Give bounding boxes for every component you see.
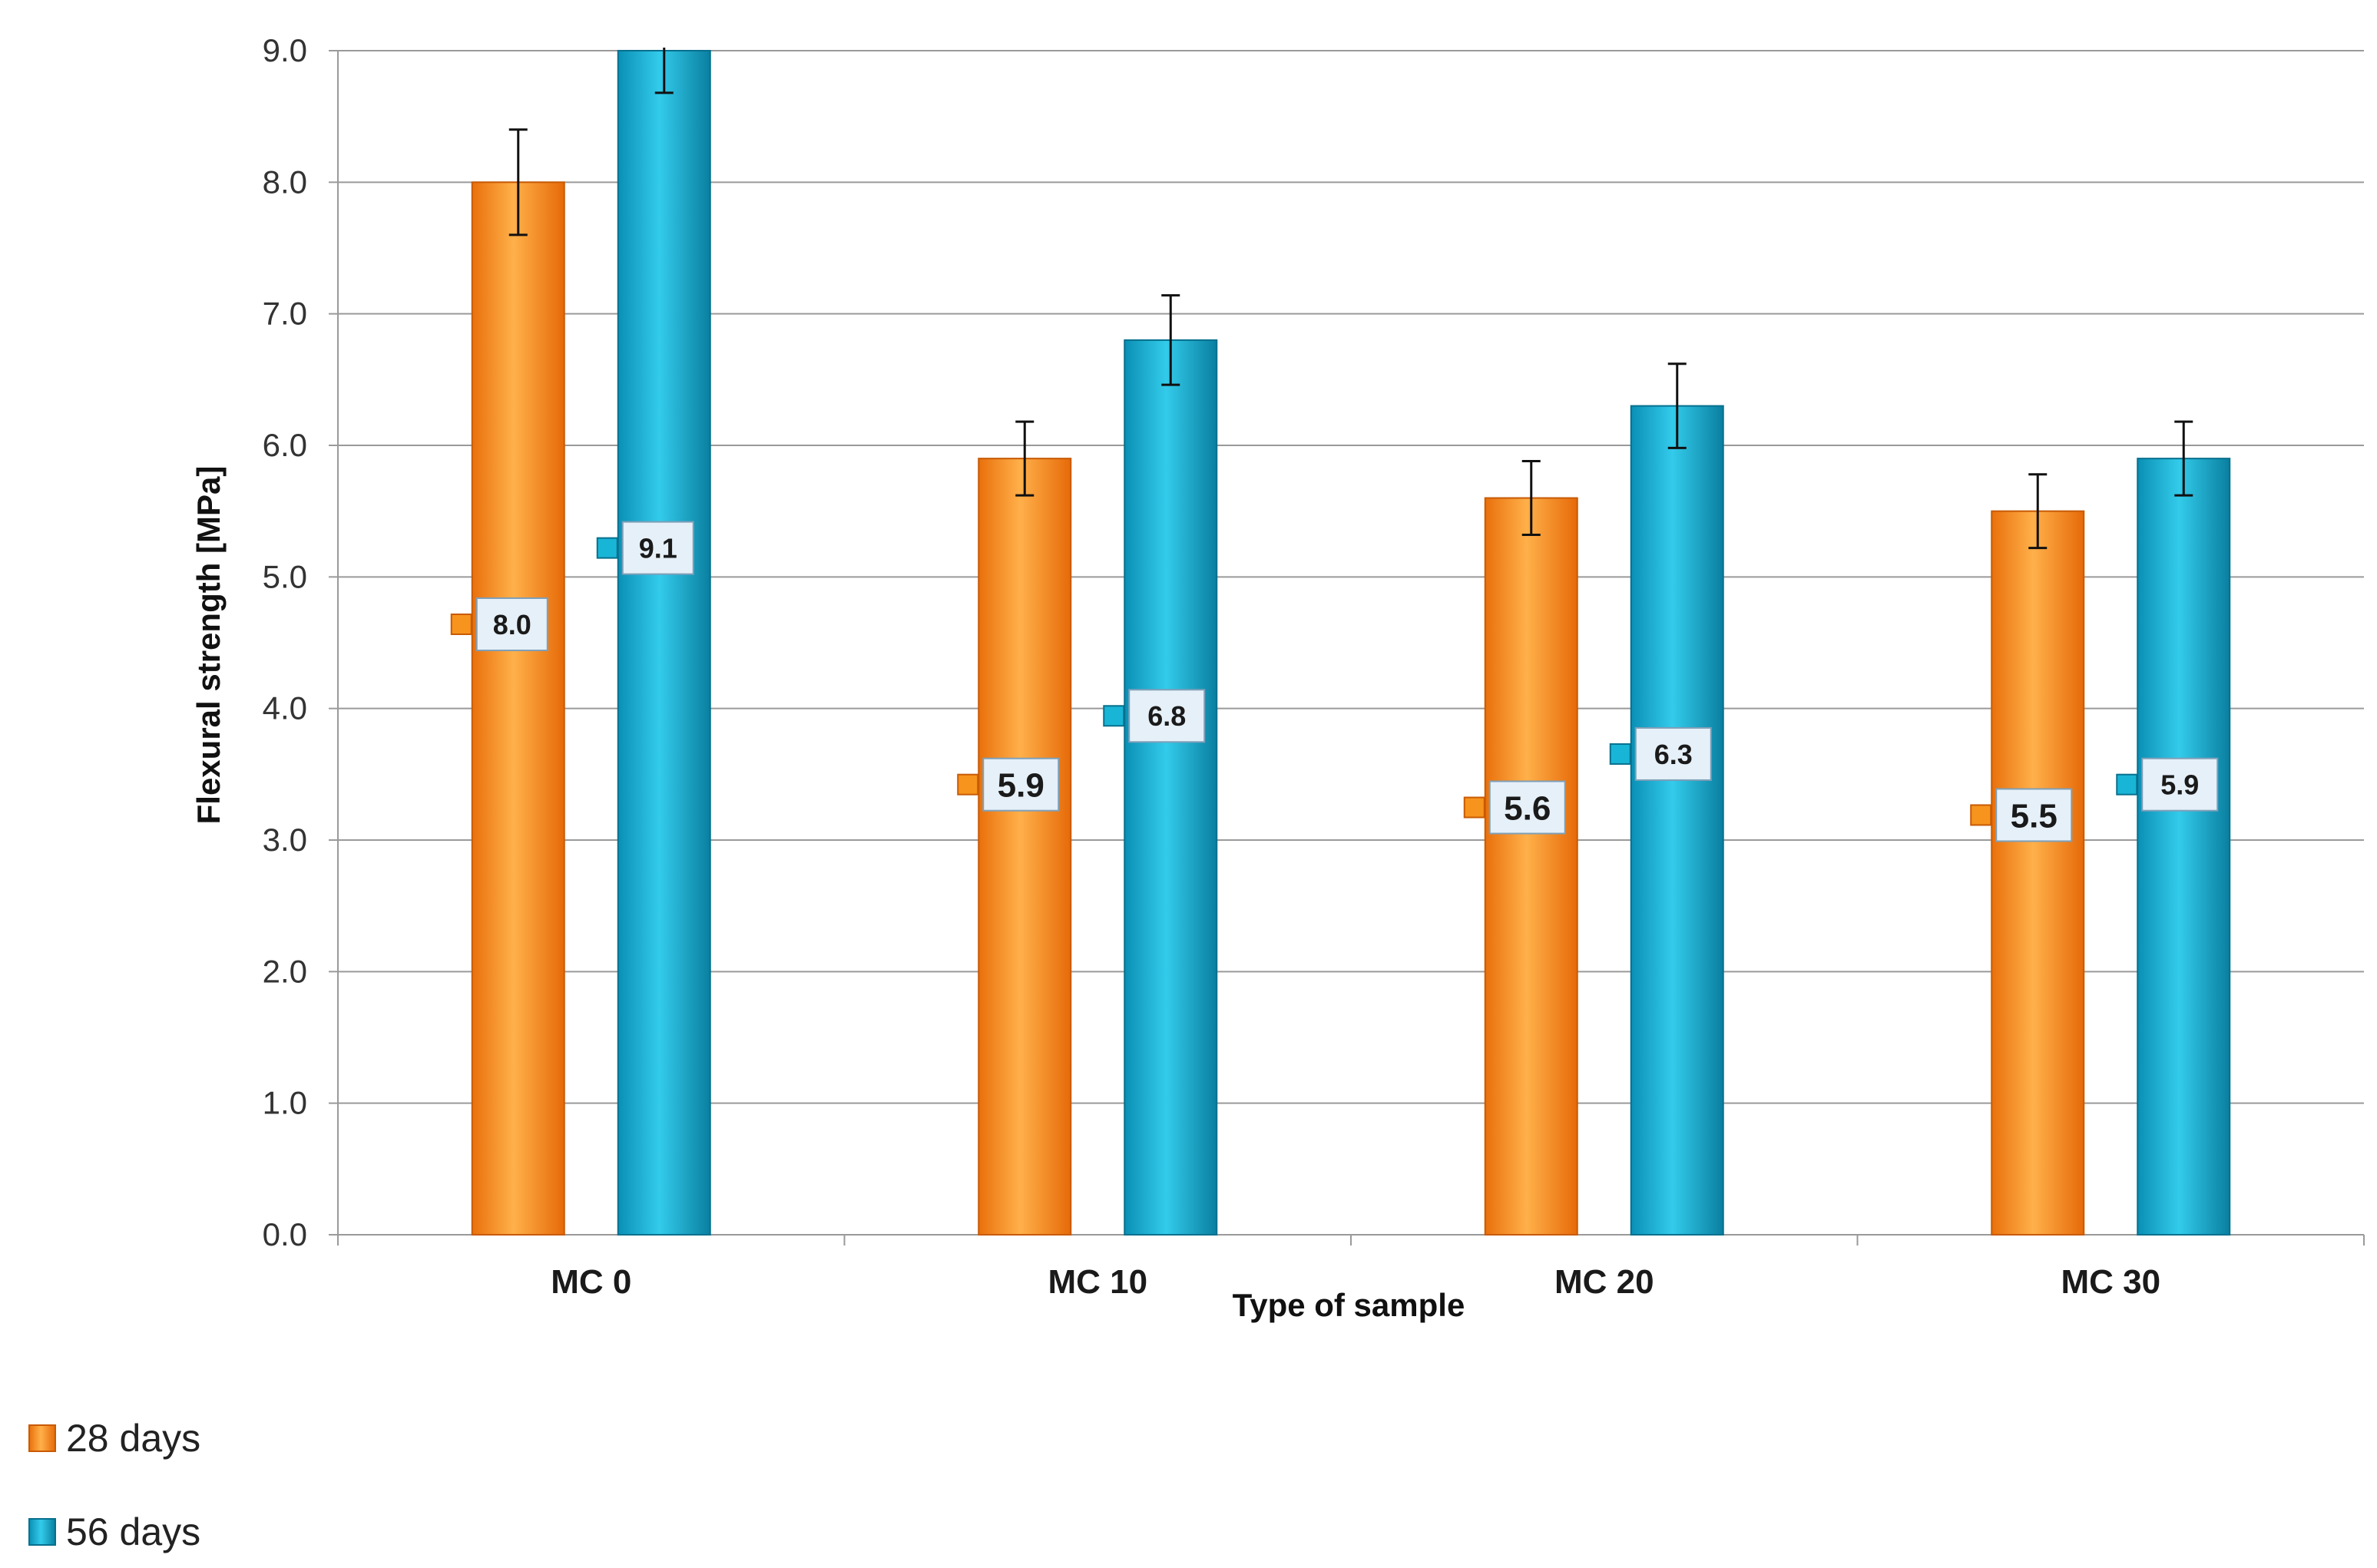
bar-56-days <box>2137 458 2231 1236</box>
y-tick-label: 1.0 <box>263 1085 307 1121</box>
y-tick-label: 2.0 <box>263 953 307 989</box>
legend-item-28-days: 28 days <box>28 1417 200 1460</box>
svg-text:6.3: 6.3 <box>1654 739 1693 770</box>
y-tick-label: 7.0 <box>263 296 307 332</box>
svg-text:28 days: 28 days <box>66 1417 200 1460</box>
error-bars <box>508 48 2193 550</box>
data-label-28-days: 8.0 <box>450 597 548 652</box>
x-category-label: MC 10 <box>1048 1263 1147 1301</box>
legend: 28 days 56 days <box>28 1417 200 1553</box>
y-tick-label: 6.0 <box>263 427 307 463</box>
error-bar <box>2174 420 2193 497</box>
y-tick-label: 3.0 <box>263 822 307 858</box>
x-category-label: MC 30 <box>2061 1263 2160 1301</box>
bar-28-days <box>471 181 565 1236</box>
y-tick-label: 9.0 <box>263 32 307 68</box>
y-tick-label: 5.0 <box>263 558 307 594</box>
y-tick-label: 4.0 <box>263 690 307 726</box>
x-axis-title: Type of sample <box>1233 1287 1465 1323</box>
bar-28-days <box>1991 510 2085 1236</box>
data-label-56-days: 6.8 <box>1103 689 1206 743</box>
error-bar <box>654 48 674 94</box>
bar-28-days <box>978 458 1072 1236</box>
error-bar <box>1667 362 1687 449</box>
svg-text:5.9: 5.9 <box>998 767 1044 805</box>
svg-text:9.1: 9.1 <box>639 533 677 564</box>
svg-text:8.0: 8.0 <box>493 609 531 640</box>
legend-item-56-days: 56 days <box>28 1510 200 1553</box>
svg-text:6.8: 6.8 <box>1147 700 1186 732</box>
data-label-28-days: 5.5 <box>1970 788 2073 842</box>
error-bar <box>1521 460 1541 537</box>
bars <box>471 50 2231 1236</box>
svg-text:5.5: 5.5 <box>2011 797 2058 835</box>
data-label-56-days: 9.1 <box>596 521 694 575</box>
y-axis-title: Flexural strength [MPa] <box>190 466 227 825</box>
svg-text:5.9: 5.9 <box>2160 769 2199 801</box>
bar-28-days <box>1484 497 1578 1236</box>
bar-56-days <box>1630 405 1724 1236</box>
y-tick-label: 0.0 <box>263 1216 307 1252</box>
data-label-56-days: 5.9 <box>2116 757 2219 812</box>
y-tick-label: 8.0 <box>263 164 307 200</box>
error-bar <box>1015 420 1035 497</box>
tick-labels: 0.0 1.0 2.0 3.0 4.0 5.0 6.0 7.0 8.0 9.0 MC 0 MC 10 M… <box>263 32 2160 1301</box>
bar-56-days <box>1124 339 1218 1236</box>
x-category-label: MC 20 <box>1554 1263 1654 1301</box>
data-label-56-days: 6.3 <box>1609 726 1712 781</box>
svg-text:56 days: 56 days <box>66 1510 200 1553</box>
x-category-label: MC 0 <box>551 1263 631 1301</box>
svg-text:5.6: 5.6 <box>1504 789 1551 827</box>
error-bar <box>1161 294 1180 386</box>
data-label-28-days: 5.6 <box>1463 780 1566 835</box>
data-label-28-days: 5.9 <box>957 757 1060 812</box>
bar-56-days <box>617 50 711 1236</box>
error-bar <box>508 128 528 237</box>
error-bar <box>2028 473 2048 550</box>
data-labels: 8.0 5.9 5.6 5.5 9.1 6.8 6.3 5.9 <box>450 521 2219 842</box>
